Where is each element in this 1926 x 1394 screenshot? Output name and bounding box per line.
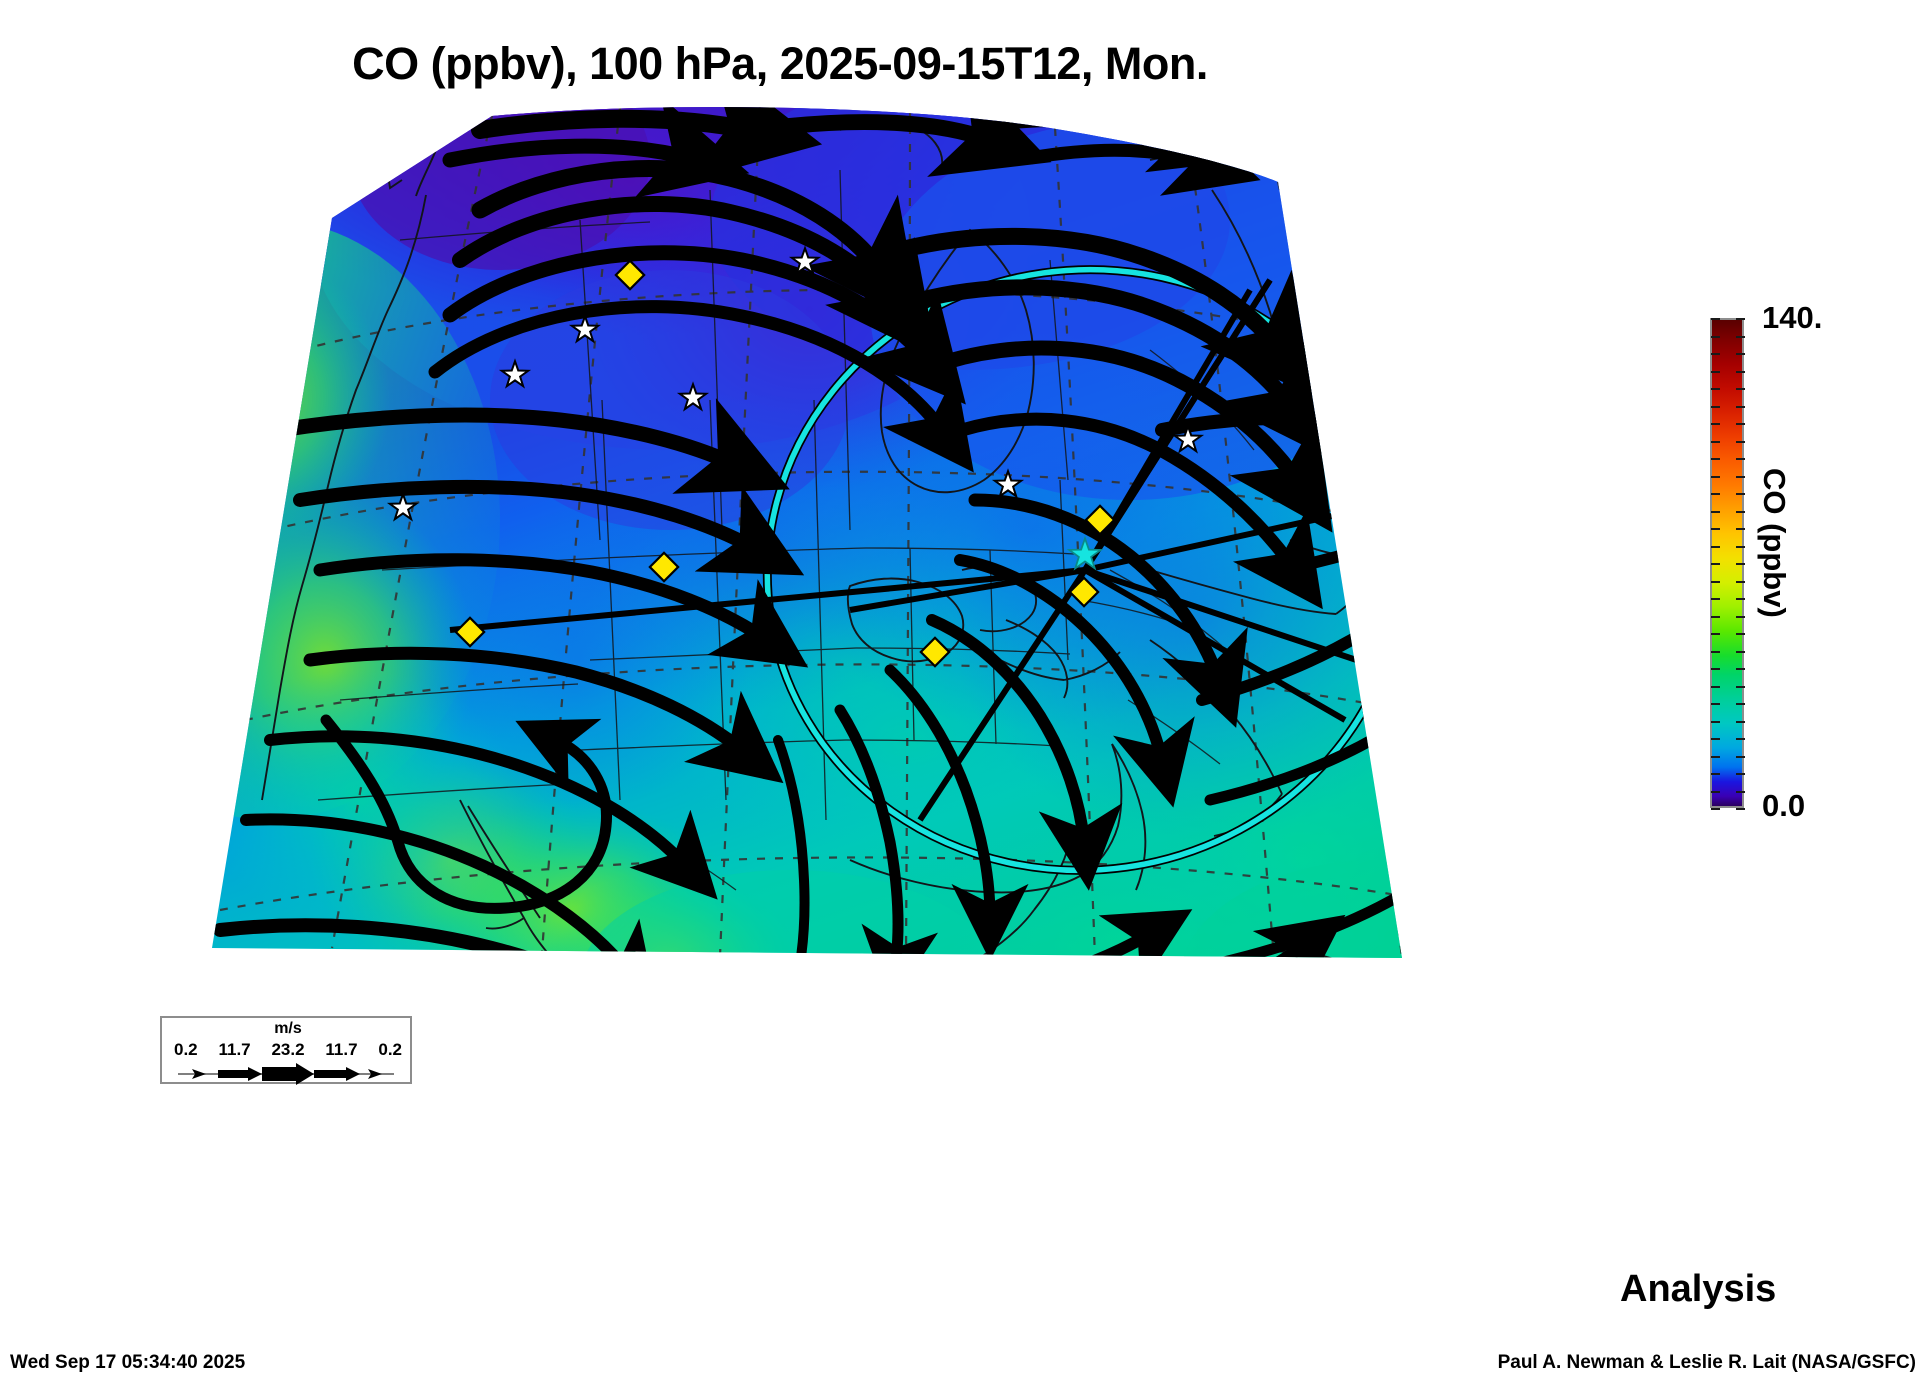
author-credit: Paul A. Newman & Leslie R. Lait (NASA/GS… bbox=[1497, 1352, 1916, 1373]
station-markers[interactable] bbox=[386, 245, 1205, 668]
colorbar-tick bbox=[1736, 388, 1745, 390]
colorbar-tick bbox=[1736, 668, 1745, 670]
colorbar-tick bbox=[1711, 423, 1720, 425]
colorbar-tick bbox=[1736, 651, 1745, 653]
colorbar-tick bbox=[1736, 476, 1745, 478]
colorbar-tick bbox=[1711, 511, 1720, 513]
analysis-label: Analysis bbox=[1620, 1268, 1777, 1310]
colorbar-tick bbox=[1711, 528, 1720, 530]
colorbar-tick bbox=[1711, 493, 1720, 495]
colorbar-tick bbox=[1736, 353, 1745, 355]
wind-value-labels: 0.2 11.7 23.2 11.7 0.2 bbox=[162, 1040, 414, 1060]
colorbar-tick bbox=[1736, 686, 1745, 688]
colorbar-tick bbox=[1711, 808, 1720, 810]
colorbar-tick bbox=[1711, 616, 1720, 618]
colorbar-tick bbox=[1711, 633, 1720, 635]
wind-value-label: 11.7 bbox=[325, 1040, 358, 1059]
wind-arrow-scale bbox=[178, 1063, 394, 1085]
colorbar-tick bbox=[1711, 458, 1720, 460]
colorbar-tick bbox=[1736, 371, 1745, 373]
colorbar-axis-title: CO (ppbv) bbox=[1757, 468, 1792, 618]
colorbar-tick bbox=[1736, 441, 1745, 443]
colorbar-tick bbox=[1711, 476, 1720, 478]
map-canvas[interactable] bbox=[150, 100, 1570, 1060]
colorbar-tick bbox=[1711, 686, 1720, 688]
marker-yellow-diamond[interactable] bbox=[454, 259, 1116, 668]
colorbar-tick bbox=[1736, 791, 1745, 793]
colorbar-tick bbox=[1736, 423, 1745, 425]
colorbar-tick bbox=[1711, 546, 1720, 548]
colorbar-tick bbox=[1711, 756, 1720, 758]
marker-center-station[interactable] bbox=[1066, 535, 1104, 571]
colorbar-tick bbox=[1736, 598, 1745, 600]
wind-scale-legend: m/s 0.2 11.7 23.2 11.7 0.2 bbox=[160, 1016, 414, 1085]
colorbar-tick bbox=[1711, 318, 1720, 320]
colorbar-tick bbox=[1736, 528, 1745, 530]
wind-value-label: 23.2 bbox=[271, 1040, 305, 1059]
colorbar-tick bbox=[1736, 616, 1745, 618]
colorbar-tick bbox=[1711, 441, 1720, 443]
colorbar-tick bbox=[1711, 353, 1720, 355]
colorbar-tick bbox=[1711, 581, 1720, 583]
colorbar-tick bbox=[1711, 668, 1720, 670]
colorbar-tick bbox=[1736, 563, 1745, 565]
colorbar-tick bbox=[1711, 598, 1720, 600]
colorbar-tick bbox=[1711, 773, 1720, 775]
wind-units-label: m/s bbox=[274, 1020, 302, 1037]
colorbar-tick bbox=[1711, 406, 1720, 408]
wind-value-label: 0.2 bbox=[174, 1040, 198, 1059]
colorbar-tick bbox=[1736, 493, 1745, 495]
wind-value-label: 0.2 bbox=[378, 1040, 402, 1059]
colorbar-tick bbox=[1736, 511, 1745, 513]
page-title: CO (ppbv), 100 hPa, 2025-09-15T12, Mon. bbox=[352, 38, 1208, 89]
colorbar-tick bbox=[1711, 563, 1720, 565]
map-panel[interactable] bbox=[150, 100, 1570, 1060]
colorbar-tick bbox=[1736, 721, 1745, 723]
colorbar-tick bbox=[1736, 738, 1745, 740]
colorbar-max-label: 140. bbox=[1762, 300, 1823, 335]
colorbar-tick bbox=[1736, 406, 1745, 408]
colorbar-tick bbox=[1736, 773, 1745, 775]
colorbar-tick bbox=[1711, 388, 1720, 390]
colorbar-tick bbox=[1736, 703, 1745, 705]
colorbar-tick bbox=[1736, 546, 1745, 548]
colorbar-tick bbox=[1736, 808, 1745, 810]
colorbar-tick bbox=[1736, 336, 1745, 338]
colorbar-tick bbox=[1711, 721, 1720, 723]
marker-white-star[interactable] bbox=[386, 245, 1205, 522]
colorbar-tick bbox=[1711, 336, 1720, 338]
colorbar-tick bbox=[1736, 458, 1745, 460]
generation-timestamp: Wed Sep 17 05:34:40 2025 bbox=[10, 1352, 246, 1373]
colorbar-tick bbox=[1711, 703, 1720, 705]
wind-value-label: 11.7 bbox=[218, 1040, 251, 1059]
colorbar-min-label: 0.0 bbox=[1762, 788, 1806, 823]
colorbar-tick bbox=[1736, 756, 1745, 758]
colorbar-tick bbox=[1711, 651, 1720, 653]
colorbar-tick bbox=[1736, 318, 1745, 320]
colorbar: 140. 0.0 CO (ppbv) bbox=[1700, 300, 1926, 823]
colorbar-tick bbox=[1711, 791, 1720, 793]
colorbar-tick bbox=[1711, 371, 1720, 373]
colorbar-tick bbox=[1736, 633, 1745, 635]
colorbar-tick bbox=[1711, 738, 1720, 740]
colorbar-tick bbox=[1736, 581, 1745, 583]
